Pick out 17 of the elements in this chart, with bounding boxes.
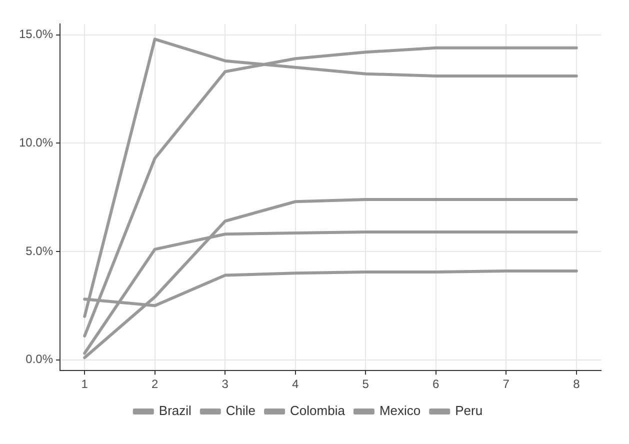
- y-tick-label: 5.0%: [26, 244, 54, 258]
- legend-label: Colombia: [290, 403, 346, 418]
- legend-label: Peru: [455, 403, 483, 418]
- y-tick-label: 0.0%: [26, 352, 54, 366]
- x-tick-label: 4: [292, 377, 300, 392]
- legend-label: Brazil: [158, 403, 192, 418]
- x-tick-label: 6: [432, 377, 440, 392]
- y-tick-label: 10.0%: [18, 135, 54, 150]
- legend-label: Chile: [226, 403, 256, 418]
- x-tick-label: 2: [152, 377, 159, 392]
- x-tick-label: 5: [362, 377, 370, 392]
- x-tick-label: 1: [81, 377, 88, 392]
- x-tick-label: 8: [573, 377, 580, 392]
- x-tick-label: 3: [222, 377, 229, 392]
- x-tick-label: 7: [502, 377, 510, 392]
- legend-label: Mexico: [379, 403, 421, 418]
- y-tick-label: 15.0%: [18, 27, 54, 42]
